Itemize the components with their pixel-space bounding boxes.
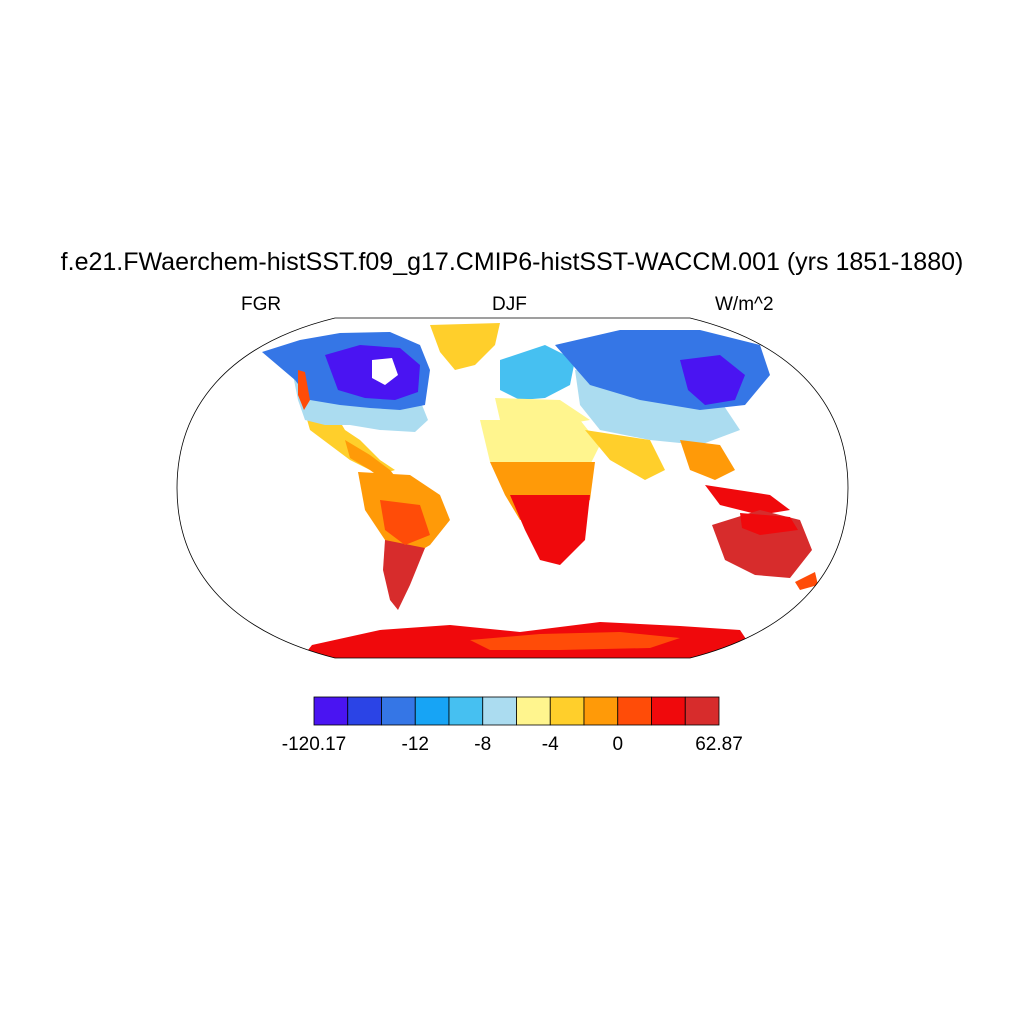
europe [500, 345, 575, 400]
colorbar-tick-label: 62.87 [695, 734, 743, 755]
colorbar-swatch [549, 696, 585, 726]
plot-title: f.e21.FWaerchem-histSST.f09_g17.CMIP6-hi… [60, 248, 964, 276]
indonesia [705, 485, 790, 515]
colorbar-tick-label: -4 [542, 734, 559, 755]
land-field [262, 323, 818, 658]
hudson-bay [372, 358, 398, 385]
colorbar-tick-label: -12 [402, 734, 429, 755]
australia-north [740, 513, 798, 535]
new-zealand [795, 572, 818, 590]
antarctica-interior [470, 632, 680, 650]
variable-label: FGR [241, 294, 282, 315]
arabia-india [585, 430, 665, 480]
mediterranean-band [495, 398, 590, 425]
colorbar-tick-label: 0 [612, 734, 623, 755]
colorbar-swatch [448, 696, 484, 726]
se-asia [680, 440, 735, 480]
units-label: W/m^2 [715, 294, 774, 315]
colorbar-swatch [414, 696, 450, 726]
africa-north [480, 420, 600, 470]
africa-south [510, 495, 590, 565]
siberia-core [680, 355, 745, 405]
colorbar-swatch [684, 696, 720, 726]
colorbar-tick-label: -120.17 [282, 734, 346, 755]
greenland [430, 323, 500, 370]
south-america-mid [380, 500, 430, 545]
map-boundary [176, 317, 849, 659]
colorbar-swatch [482, 696, 517, 726]
colorbar-swatch [516, 696, 551, 726]
south-america-south [383, 540, 425, 610]
colorbar-swatch [381, 696, 416, 726]
colorbar-swatch [347, 696, 382, 726]
us-west-coast [298, 370, 310, 410]
colorbar-swatch [313, 696, 349, 726]
season-label: DJF [492, 294, 527, 315]
colorbar-swatch [617, 696, 652, 726]
colorbar-swatch [651, 696, 686, 726]
colorbar-swatch [583, 696, 619, 726]
colorbar-tick-label: -8 [474, 734, 491, 755]
